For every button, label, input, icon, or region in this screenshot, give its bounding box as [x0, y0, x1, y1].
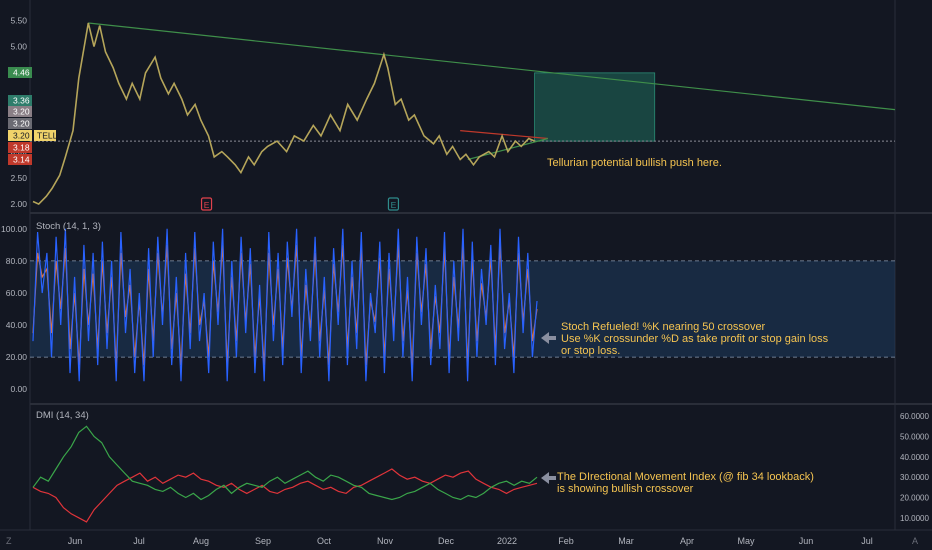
price-badge	[8, 142, 32, 153]
dmi-y-tick: 60.0000	[900, 412, 929, 421]
stoch-k-line	[32, 228, 538, 382]
price-y-tick: 5.50	[10, 15, 27, 25]
stoch-annotation-line-3: or stop loss.	[561, 345, 620, 357]
time-axis-label: Jun	[68, 536, 83, 546]
time-axis-label: Sep	[255, 536, 271, 546]
timezone-corner-button[interactable]: Z	[6, 536, 12, 546]
earnings-marker-label: E	[391, 200, 397, 210]
price-badge	[8, 67, 32, 78]
dmi-minus-line	[32, 468, 538, 523]
dmi-annotation-arrow	[541, 472, 556, 484]
stoch-y-axis: 100.00 80.00 60.00 40.00 20.00 0.00	[1, 224, 27, 394]
stoch-annotation-arrow	[541, 332, 556, 344]
stoch-title[interactable]: Stoch (14, 1, 3)	[36, 221, 101, 232]
time-axis-label: Mar	[618, 536, 634, 546]
dmi-panel[interactable]: 60.0000 50.0000 40.0000 30.0000 20.0000 10.00…	[32, 410, 929, 523]
price-badge-label: 3.18	[13, 143, 30, 153]
time-axis-label: Apr	[680, 536, 694, 546]
trendline-1[interactable]	[460, 130, 548, 140]
dmi-y-tick: 30.0000	[900, 473, 929, 482]
target-zone	[534, 72, 656, 142]
dmi-title[interactable]: DMI (14, 34)	[36, 410, 89, 421]
price-badge-label: 4.46	[13, 68, 30, 78]
stoch-y-tick: 60.00	[6, 288, 28, 298]
time-axis-label: Feb	[558, 536, 574, 546]
dmi-y-axis: 60.0000 50.0000 40.0000 30.0000 20.0000 10.00…	[900, 412, 929, 523]
stoch-y-tick: 20.00	[6, 352, 28, 362]
price-line	[32, 22, 535, 206]
price-badge-label: 3.20	[13, 107, 30, 117]
dmi-y-tick: 20.0000	[900, 494, 929, 503]
price-y-tick: 5.00	[10, 42, 27, 52]
price-panel[interactable]: 5.505.004.504.003.503.002.502.00 4.463.3…	[8, 15, 896, 211]
dmi-annotation-line-1: The DIrectional Movement Index (@ fib 34…	[557, 471, 814, 483]
stoch-panel[interactable]: 100.00 80.00 60.00 40.00 20.00 0.00 Stoch (14…	[1, 221, 895, 394]
price-badge	[8, 154, 32, 165]
time-axis-label: May	[737, 536, 755, 546]
time-axis-label: Aug	[193, 536, 209, 546]
dmi-y-tick: 40.0000	[900, 453, 929, 462]
price-badge	[8, 95, 32, 106]
stoch-y-tick: 80.00	[6, 256, 28, 266]
price-annotation: Tellurian potential bullish push here.	[547, 157, 722, 169]
time-axis-label: Nov	[377, 536, 394, 546]
price-y-tick: 2.50	[10, 173, 27, 183]
time-axis[interactable]: Jun Jul Aug Sep Oct Nov Dec 2022 Feb Mar Apr May Jun…	[68, 536, 873, 546]
earnings-marker[interactable]	[387, 197, 400, 211]
stoch-annotation-line-2: Use %K crossunder %D as take profit or s…	[561, 333, 829, 345]
time-axis-label: Oct	[317, 536, 332, 546]
stoch-y-tick: 100.00	[1, 224, 27, 234]
stoch-annotation-line-1: Stoch Refueled! %K nearing 50 crossover	[561, 321, 766, 333]
price-badge-label: 3.14	[13, 155, 30, 165]
trendline-0[interactable]	[88, 22, 896, 111]
stoch-y-tick: 0.00	[10, 384, 27, 394]
price-badge	[8, 130, 32, 141]
price-badge	[8, 106, 32, 117]
price-badge-label: 3.36	[13, 96, 30, 106]
time-axis-label: 2022	[497, 536, 517, 546]
price-badge-label: 3.20	[13, 131, 30, 141]
symbol-tag-bg	[34, 130, 56, 141]
time-axis-label: Jun	[799, 536, 814, 546]
earnings-marker[interactable]	[200, 197, 213, 211]
dmi-y-tick: 10.0000	[900, 514, 929, 523]
price-badge	[8, 118, 32, 129]
auto-scale-button[interactable]: A	[912, 536, 918, 546]
dmi-plus-line	[32, 425, 538, 501]
symbol-tag: TELL	[37, 131, 58, 141]
time-axis-label: Jul	[133, 536, 145, 546]
stoch-y-tick: 40.00	[6, 320, 28, 330]
price-badge-label: 3.20	[13, 119, 30, 129]
time-axis-label: Jul	[861, 536, 873, 546]
dmi-annotation-line-2: is showing bullish crossover	[557, 483, 694, 495]
time-axis-label: Dec	[438, 536, 455, 546]
dmi-y-tick: 50.0000	[900, 433, 929, 442]
price-y-tick: 2.00	[10, 199, 27, 209]
earnings-marker-label: E	[204, 200, 210, 210]
